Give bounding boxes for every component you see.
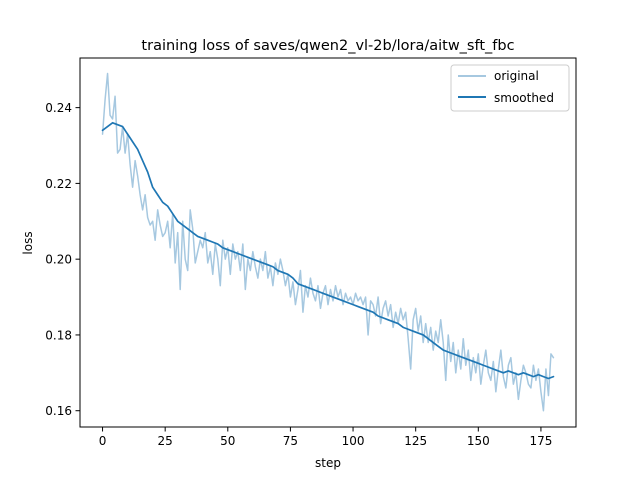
y-tick-label: 0.22 bbox=[45, 177, 72, 191]
x-tick-label: 0 bbox=[99, 434, 107, 448]
y-tick-label: 0.16 bbox=[45, 404, 72, 418]
legend-label-smoothed: smoothed bbox=[494, 91, 554, 105]
x-axis-label: step bbox=[315, 456, 341, 470]
x-tick-label: 175 bbox=[529, 434, 552, 448]
x-tick-label: 75 bbox=[283, 434, 298, 448]
plot-area bbox=[79, 57, 577, 428]
series-line-smoothed bbox=[101, 121, 555, 380]
y-axis: 0.16 0.18 0.20 0.22 0.24 bbox=[45, 101, 80, 418]
axes-frame bbox=[79, 57, 577, 428]
x-axis: 0 25 50 75 100 125 150 175 bbox=[99, 427, 552, 448]
x-tick-label: 50 bbox=[220, 434, 235, 448]
x-tick-label: 100 bbox=[342, 434, 365, 448]
x-tick-label: 150 bbox=[467, 434, 490, 448]
y-tick-label: 0.20 bbox=[45, 253, 72, 267]
series-layer bbox=[101, 72, 555, 412]
y-tick-label: 0.18 bbox=[45, 328, 72, 342]
y-tick-label: 0.24 bbox=[45, 101, 72, 115]
series-line-original bbox=[101, 72, 555, 412]
y-axis-label: loss bbox=[21, 231, 35, 254]
legend-label-original: original bbox=[494, 69, 539, 83]
chart-title: training loss of saves/qwen2_vl-2b/lora/… bbox=[141, 38, 514, 54]
x-tick-label: 125 bbox=[404, 434, 427, 448]
legend: original smoothed bbox=[450, 64, 570, 112]
x-tick-label: 25 bbox=[158, 434, 173, 448]
axes-spines bbox=[79, 57, 577, 428]
